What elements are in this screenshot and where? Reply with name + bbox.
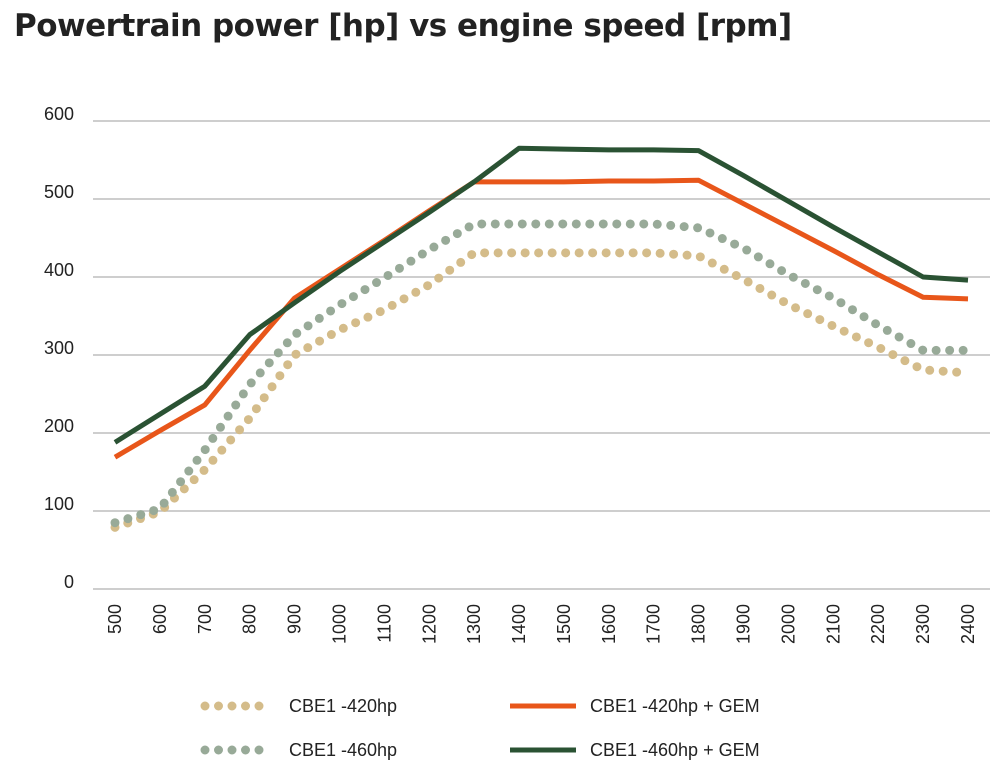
y-tick-label: 600 <box>44 104 74 124</box>
x-tick-label: 1600 <box>599 604 619 644</box>
series-line-cbe1-420hp-gem <box>113 177 969 460</box>
x-tick-label: 1800 <box>689 604 709 644</box>
legend-label: CBE1 -460hp + GEM <box>590 740 760 760</box>
y-tick-label: 200 <box>44 416 74 436</box>
y-tick-label: 100 <box>44 494 74 514</box>
x-tick-label: 500 <box>105 604 125 634</box>
x-tick-label: 600 <box>150 604 170 634</box>
x-tick-label: 900 <box>285 604 305 634</box>
x-tick-label: 800 <box>240 604 260 634</box>
series-line-cbe1-420hp <box>110 248 973 532</box>
y-tick-label: 0 <box>64 572 74 592</box>
x-tick-label: 1200 <box>419 604 439 644</box>
x-tick-label: 1000 <box>329 604 349 644</box>
legend-label: CBE1 -420hp <box>289 696 397 716</box>
y-tick-label: 500 <box>44 182 74 202</box>
x-tick-label: 2000 <box>778 604 798 644</box>
y-tick-label: 300 <box>44 338 74 358</box>
x-tick-label: 1300 <box>464 604 484 644</box>
x-tick-label: 1500 <box>554 604 574 644</box>
x-tick-label: 2100 <box>823 604 843 644</box>
x-tick-label: 700 <box>195 604 215 634</box>
x-tick-label: 1900 <box>734 604 754 644</box>
x-tick-label: 1700 <box>644 604 664 644</box>
chart-title: Powertrain power [hp] vs engine speed [r… <box>14 8 792 44</box>
x-tick-label: 2300 <box>913 604 933 644</box>
series-line-cbe1-460hp <box>110 219 973 528</box>
x-tick-label: 1400 <box>509 604 529 644</box>
legend-label: CBE1 -420hp + GEM <box>590 696 760 716</box>
series-line-cbe1-460hp-gem <box>113 145 969 445</box>
x-tick-label: 2400 <box>958 604 978 644</box>
x-tick-label: 2200 <box>868 604 888 644</box>
y-tick-label: 400 <box>44 260 74 280</box>
x-tick-label: 1100 <box>374 604 394 643</box>
legend-label: CBE1 -460hp <box>289 740 397 760</box>
